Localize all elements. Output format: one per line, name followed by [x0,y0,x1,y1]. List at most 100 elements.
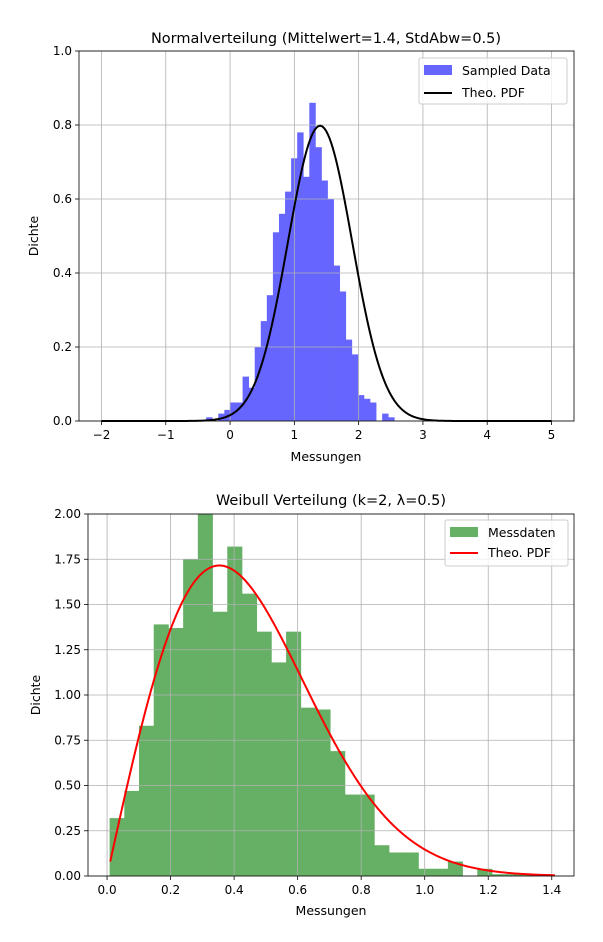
histogram-bar [183,559,199,876]
x-axis-label: Messungen [296,903,367,918]
histogram-bar [321,180,328,421]
histogram-bar [303,176,310,421]
histogram-bar [388,417,395,421]
histogram-bar [506,874,522,876]
histogram-bar [344,794,360,876]
histogram-bar [370,402,377,421]
legend-swatch-histogram [450,527,478,537]
legend-label-histogram: Sampled Data [462,63,551,78]
histogram-bar [271,662,287,876]
histogram-bar [333,265,341,421]
histogram-bar [330,751,346,876]
histogram-bar [327,199,334,421]
histogram-bar [236,402,243,421]
y-tick-label: 0.6 [53,192,72,206]
x-tick-label: 0.6 [288,883,307,897]
legend-box [418,57,568,105]
histogram-bar [477,868,493,876]
histogram-bar [359,794,375,876]
histogram-bar [272,232,280,421]
histogram-bar [491,874,508,876]
y-tick-label: 0.2 [53,340,72,354]
histogram-bar [278,213,286,421]
weibull-distribution-chart: Weibull Verteilung (k=2, λ=0.5) 0.0 0.2 0.… [28,493,575,918]
histogram-bar [230,402,237,421]
histogram-bar [256,631,272,876]
histogram-bar [266,295,274,421]
y-axis-label: Dichte [28,674,43,715]
histogram-bar [206,417,213,421]
x-tick-label: −2 [93,428,111,442]
histogram-bar [351,354,359,421]
histogram-bar [357,395,365,421]
legend: Messdaten Theo. PDF [444,519,569,567]
histogram-bar [297,132,304,421]
histogram-bar [260,321,268,421]
x-tick-label: 1 [291,428,299,442]
histogram-bar [241,593,258,876]
histogram-bar [168,628,184,876]
histogram-bar [315,709,331,876]
histogram-bar [285,191,292,421]
x-tick-label: 0.0 [98,883,117,897]
x-tick-label: 1.0 [415,883,434,897]
legend-swatch-histogram [424,65,452,75]
y-tick-label: 1.50 [54,598,81,612]
y-tick-label: 0.4 [53,266,72,280]
histogram-bar [153,624,169,876]
x-tick-label: 0.8 [352,883,371,897]
histogram-bar [339,291,347,421]
histogram-bar [418,868,434,876]
histogram-bar [374,845,390,876]
y-tick-label: 0.25 [54,824,81,838]
y-axis-label: Dichte [26,215,41,256]
x-tick-label: 1.4 [542,883,561,897]
histogram-bar [363,398,371,421]
y-tick-label: 0.75 [54,733,81,747]
x-tick-label: 5 [548,428,556,442]
x-tick-label: 0.4 [225,883,244,897]
histogram-bar [212,611,228,876]
histogram-bar [109,818,125,876]
y-tick-label: 0.00 [54,869,81,883]
histogram-bar [300,707,316,876]
histogram-bar [403,852,419,876]
chart-title: Normalverteilung (Mittelwert=1.4, StdAbw… [151,31,501,47]
legend: Sampled Data Theo. PDF [418,57,568,105]
y-tick-label: 2.00 [54,507,81,521]
histogram-bar [124,790,140,876]
y-tick-label: 1.0 [53,44,72,58]
legend-label-curve: Theo. PDF [461,85,525,100]
plot-frame [78,50,575,422]
x-tick-label: −1 [157,428,175,442]
histogram-bar [389,852,405,876]
pdf-curve-line [109,564,555,877]
x-tick-label: 3 [419,428,427,442]
histogram-bar [315,147,322,421]
legend-label-histogram: Messdaten [488,525,556,540]
histogram-bar [248,387,256,421]
y-tick-label: 0.8 [53,118,72,132]
y-tick-label: 1.75 [54,552,81,566]
x-tick-label: 2 [355,428,363,442]
legend-label-curve: Theo. PDF [487,545,551,560]
x-axis-label: Messungen [291,449,362,464]
y-tick-label: 0.0 [53,414,72,428]
histogram-bar [254,347,262,421]
histogram-bar [433,868,449,876]
histogram-bar [139,725,155,876]
histogram-bar [382,413,389,421]
y-tick-label: 0.50 [54,779,81,793]
histogram-bar [286,631,302,876]
x-tick-label: 1.2 [479,883,498,897]
y-tick-label: 1.00 [54,688,81,702]
x-tick-label: 0 [226,428,234,442]
histogram-bar [227,546,243,876]
chart-title: Weibull Verteilung (k=2, λ=0.5) [216,493,446,509]
histogram-bar [345,339,353,421]
x-tick-label: 4 [483,428,491,442]
x-tick-label: 0.2 [161,883,180,897]
normal-distribution-chart: Normalverteilung (Mittelwert=1.4, StdAbw… [26,31,575,464]
y-tick-label: 1.25 [54,643,81,657]
